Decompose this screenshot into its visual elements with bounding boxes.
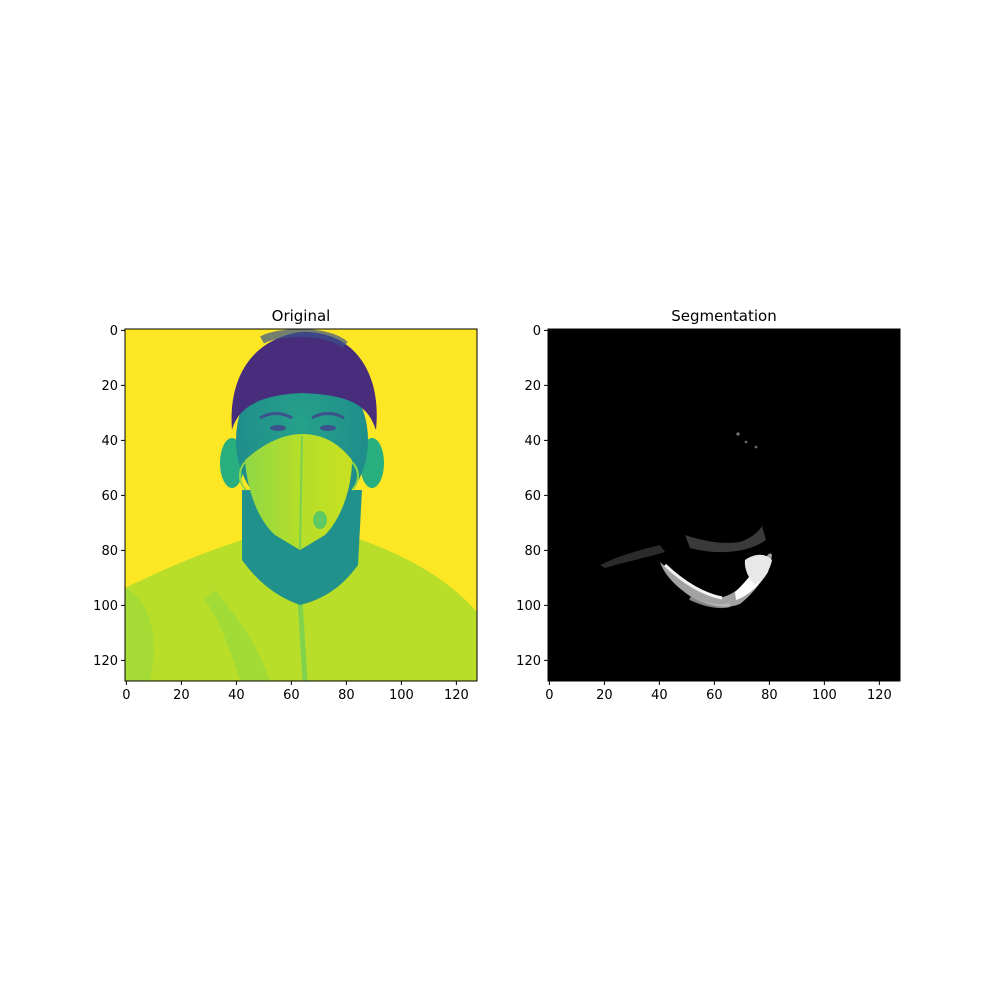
y-tick-label: 40 xyxy=(101,434,118,449)
x-tick-label: 100 xyxy=(389,688,414,703)
y-tick-label: 60 xyxy=(524,489,541,504)
y-tick-label: 0 xyxy=(110,324,118,339)
y-tick-label: 100 xyxy=(516,599,541,614)
y-tick-label: 40 xyxy=(524,434,541,449)
y-tick-label: 120 xyxy=(516,654,541,669)
x-tick-label: 20 xyxy=(173,688,190,703)
subplot-original: Original xyxy=(93,307,478,703)
x-tick-label: 60 xyxy=(283,688,300,703)
x-tick-label: 20 xyxy=(596,688,613,703)
y-tick-label: 0 xyxy=(533,324,541,339)
y-tick-label: 80 xyxy=(524,544,541,559)
x-tick-label: 0 xyxy=(545,688,553,703)
subplot-title: Original xyxy=(272,307,331,325)
segmentation-image xyxy=(548,329,900,681)
x-tick-label: 80 xyxy=(761,688,778,703)
axis-ticks: 0 20 40 60 80 100 120 0 20 40 60 80 100 120 xyxy=(93,324,469,703)
x-tick-label: 120 xyxy=(867,688,892,703)
x-tick-label: 100 xyxy=(812,688,837,703)
y-tick-label: 20 xyxy=(524,379,541,394)
x-tick-label: 60 xyxy=(706,688,723,703)
y-tick-label: 20 xyxy=(101,379,118,394)
x-tick-label: 40 xyxy=(651,688,668,703)
axes-frame xyxy=(124,328,478,682)
subplot-title: Segmentation xyxy=(671,307,776,325)
x-tick-label: 80 xyxy=(338,688,355,703)
original-image xyxy=(125,329,477,681)
x-tick-label: 40 xyxy=(228,688,245,703)
x-tick-label: 120 xyxy=(444,688,469,703)
axes-frame xyxy=(547,328,901,682)
y-tick-label: 60 xyxy=(101,489,118,504)
x-tick-label: 0 xyxy=(122,688,130,703)
y-tick-label: 100 xyxy=(93,599,118,614)
y-tick-label: 80 xyxy=(101,544,118,559)
y-tick-label: 120 xyxy=(93,654,118,669)
axis-ticks: 0 20 40 60 80 100 120 0 20 40 60 80 100 120 xyxy=(516,324,892,703)
subplot-segmentation: Segmentation 0 20 40 60 80 100 120 0 20 40 60 80 100… xyxy=(516,307,901,703)
